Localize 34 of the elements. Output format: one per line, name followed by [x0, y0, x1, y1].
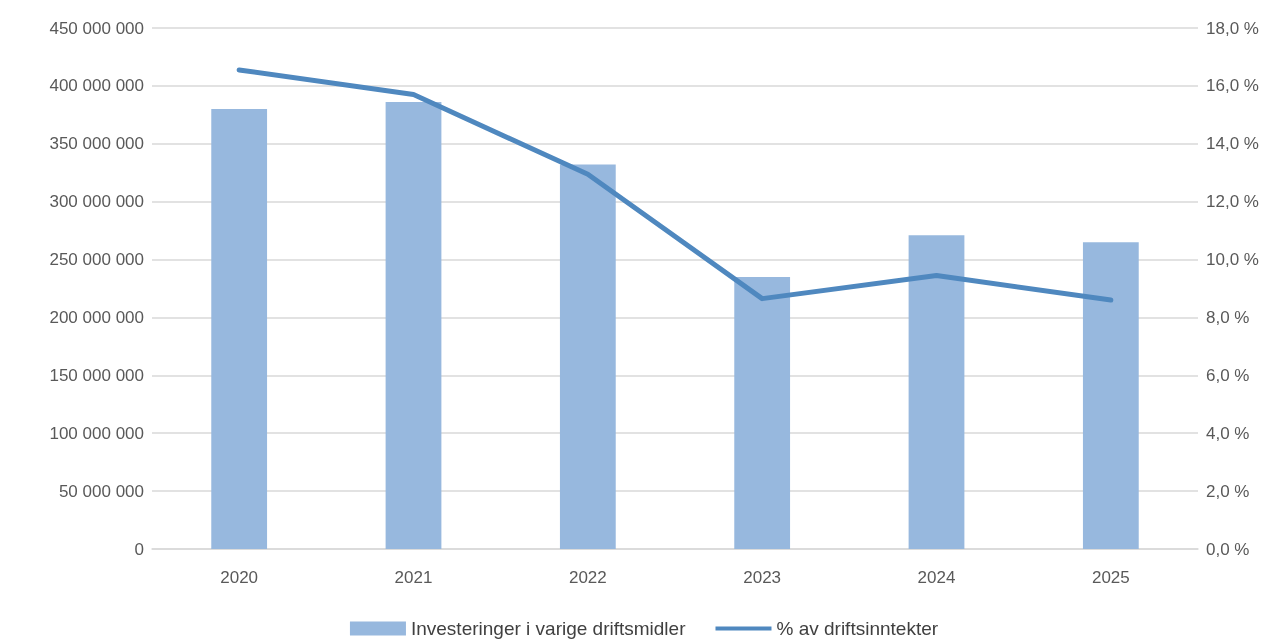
- y2-tick-label: 6,0 %: [1206, 365, 1250, 385]
- y-tick-label: 100 000 000: [49, 423, 144, 443]
- y-tick-label: 50 000 000: [58, 481, 144, 501]
- y2-tick-label: 8,0 %: [1206, 307, 1250, 327]
- y2-tick-label: 16,0 %: [1206, 76, 1259, 96]
- bar: [559, 164, 616, 549]
- y-tick-label: 400 000 000: [49, 76, 144, 96]
- y2-tick-label: 10,0 %: [1206, 250, 1259, 270]
- bar: [385, 102, 442, 549]
- bar: [734, 276, 791, 549]
- x-tick-label: 2020: [220, 568, 259, 587]
- y2-tick-label: 12,0 %: [1206, 192, 1259, 212]
- x-tick-label: 2023: [743, 568, 782, 587]
- bar: [908, 235, 965, 549]
- x-tick-label: 2022: [568, 568, 607, 587]
- y-tick-label: 150 000 000: [49, 365, 144, 385]
- x-tick-label: 2025: [1091, 568, 1130, 587]
- legend-label: Investeringer i varige driftsmidler: [410, 618, 687, 639]
- legend-label: % av driftsinntekter: [776, 618, 939, 639]
- y-tick-label: 0: [134, 539, 144, 559]
- x-tick-label: 2021: [394, 568, 433, 587]
- y2-tick-label: 2,0 %: [1206, 481, 1250, 501]
- bar: [1082, 242, 1139, 549]
- y-tick-label: 200 000 000: [49, 307, 144, 327]
- y-tick-label: 350 000 000: [49, 134, 144, 154]
- y2-tick-label: 4,0 %: [1206, 423, 1250, 443]
- y2-tick-label: 0,0 %: [1206, 539, 1250, 559]
- x-tick-label: 2024: [917, 568, 956, 587]
- y2-tick-label: 18,0 %: [1206, 18, 1259, 38]
- bar: [211, 109, 268, 549]
- y-tick-label: 300 000 000: [49, 192, 144, 212]
- y-tick-label: 450 000 000: [49, 18, 144, 38]
- y-tick-label: 250 000 000: [49, 250, 144, 270]
- y2-tick-label: 14,0 %: [1206, 134, 1259, 154]
